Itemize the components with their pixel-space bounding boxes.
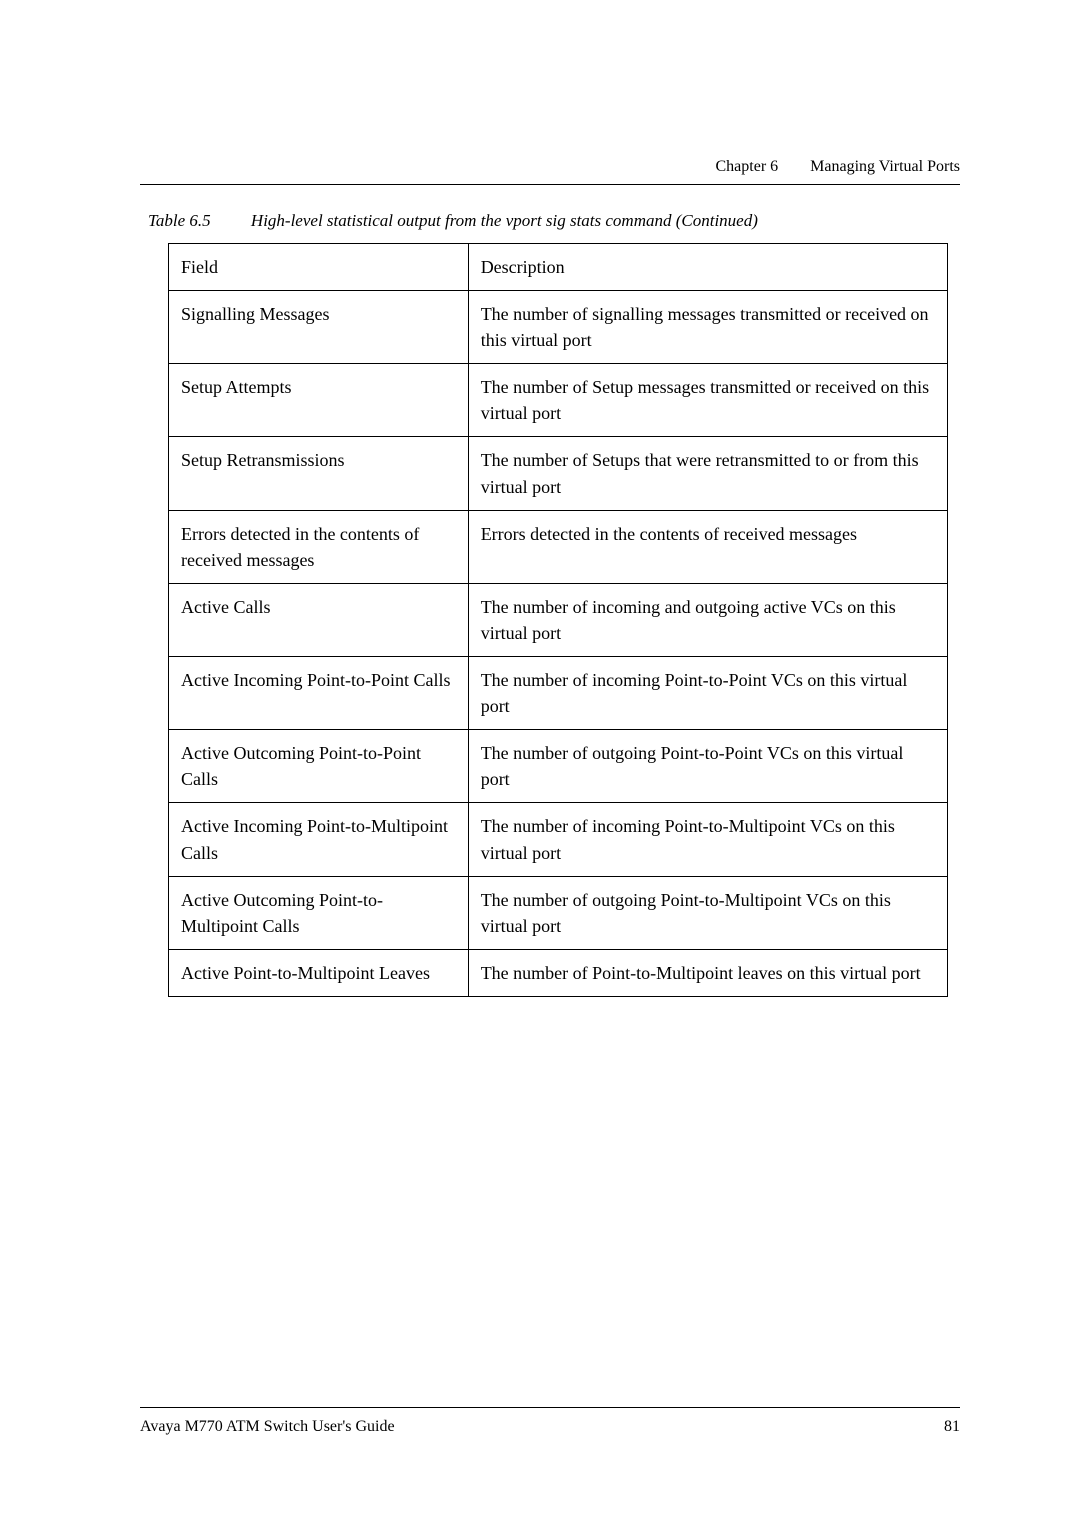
table-row: Active Outcoming Point-to-Multipoint Cal… <box>169 876 948 949</box>
cell-description: The number of Setups that were retransmi… <box>468 437 947 510</box>
chapter-title: Managing Virtual Ports <box>810 158 960 175</box>
footer-rule <box>140 1407 960 1408</box>
cell-field: Active Calls <box>169 583 469 656</box>
header-field: Field <box>169 244 469 291</box>
cell-field: Signalling Messages <box>169 291 469 364</box>
cell-description: The number of outgoing Point-to-Multipoi… <box>468 876 947 949</box>
cell-field: Setup Attempts <box>169 364 469 437</box>
table-row: Setup Attempts The number of Setup messa… <box>169 364 948 437</box>
cell-description: The number of incoming Point-to-Point VC… <box>468 657 947 730</box>
page-footer: Avaya M770 ATM Switch User's Guide 81 <box>140 1407 960 1436</box>
footer-row: Avaya M770 ATM Switch User's Guide 81 <box>140 1418 960 1436</box>
table-row: Errors detected in the contents of recei… <box>169 510 948 583</box>
page-content: Chapter 6 Managing Virtual Ports Table 6… <box>0 0 1080 1057</box>
cell-field: Setup Retransmissions <box>169 437 469 510</box>
stats-table: Field Description Signalling Messages Th… <box>168 243 948 997</box>
cell-field: Active Outcoming Point-to-Multipoint Cal… <box>169 876 469 949</box>
table-row: Active Incoming Point-to-Multipoint Call… <box>169 803 948 876</box>
cell-description: The number of Setup messages transmitted… <box>468 364 947 437</box>
cell-field: Active Point-to-Multipoint Leaves <box>169 949 469 996</box>
footer-guide: Avaya M770 ATM Switch User's Guide <box>140 1418 395 1436</box>
cell-description: Errors detected in the contents of recei… <box>468 510 947 583</box>
table-row: Active Incoming Point-to-Point Calls The… <box>169 657 948 730</box>
cell-field: Errors detected in the contents of recei… <box>169 510 469 583</box>
header-description: Description <box>468 244 947 291</box>
header-rule <box>140 184 960 185</box>
caption-text: High-level statistical output from the v… <box>251 211 758 230</box>
cell-description: The number of signalling messages transm… <box>468 291 947 364</box>
cell-description: The number of incoming Point-to-Multipoi… <box>468 803 947 876</box>
caption-label: Table 6.5 <box>148 211 211 230</box>
cell-field: Active Outcoming Point-to-Point Calls <box>169 730 469 803</box>
footer-page-number: 81 <box>944 1418 960 1436</box>
table-row: Active Point-to-Multipoint Leaves The nu… <box>169 949 948 996</box>
cell-description: The number of outgoing Point-to-Point VC… <box>468 730 947 803</box>
table-row: Active Outcoming Point-to-Point Calls Th… <box>169 730 948 803</box>
chapter-label: Chapter 6 <box>716 158 779 175</box>
table-header-row: Field Description <box>169 244 948 291</box>
cell-description: The number of Point-to-Multipoint leaves… <box>468 949 947 996</box>
cell-field: Active Incoming Point-to-Multipoint Call… <box>169 803 469 876</box>
cell-field: Active Incoming Point-to-Point Calls <box>169 657 469 730</box>
cell-description: The number of incoming and outgoing acti… <box>468 583 947 656</box>
table-row: Setup Retransmissions The number of Setu… <box>169 437 948 510</box>
table-caption: Table 6.5 High-level statistical output … <box>148 211 960 231</box>
page-header: Chapter 6 Managing Virtual Ports <box>140 158 960 176</box>
table-row: Active Calls The number of incoming and … <box>169 583 948 656</box>
table-row: Signalling Messages The number of signal… <box>169 291 948 364</box>
